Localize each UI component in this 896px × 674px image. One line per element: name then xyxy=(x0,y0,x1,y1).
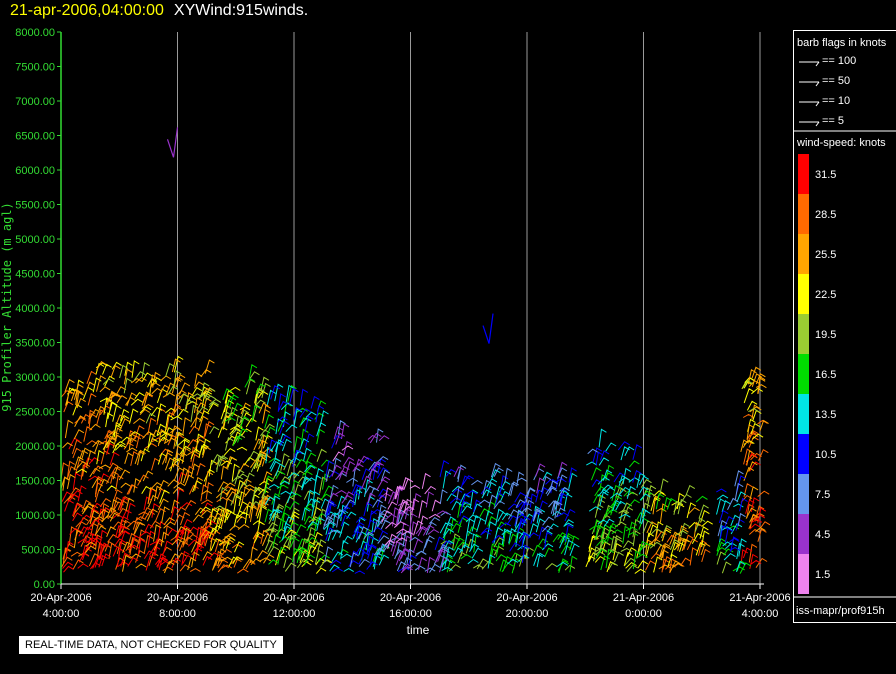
barb-legend-label: == 100 xyxy=(822,55,856,67)
x-tick-date: 20-Apr-2006 xyxy=(496,592,557,604)
color-swatch xyxy=(798,354,809,394)
color-swatch xyxy=(798,514,809,554)
y-tick-label: 6500.00 xyxy=(15,131,55,143)
barb-group xyxy=(268,385,748,575)
color-label: 31.5 xyxy=(815,169,836,181)
y-tick-label: 5500.00 xyxy=(15,200,55,212)
x-tick-date: 20-Apr-2006 xyxy=(380,592,441,604)
title-product: XYWind:915winds. xyxy=(173,2,309,19)
legend: barb flags in knots == 100 == 50 == 10 == 5… xyxy=(793,30,896,623)
x-tick-time: 4:00:00 xyxy=(742,608,779,620)
color-swatch xyxy=(798,394,809,434)
title-datetime: 21-apr-2006,04:00:00 xyxy=(10,2,164,19)
y-tick-label: 2000.00 xyxy=(15,441,55,453)
x-tick-time: 12:00:00 xyxy=(273,608,316,620)
x-tick-time: 20:00:00 xyxy=(506,608,549,620)
barb-sample-flag xyxy=(815,121,820,127)
color-swatch xyxy=(798,314,809,354)
y-tick-label: 3000.00 xyxy=(15,372,55,384)
x-tick-date: 20-Apr-2006 xyxy=(147,592,208,604)
color-label: 10.5 xyxy=(815,449,836,461)
color-legend: 31.5 28.5 25.5 22.5 19.5 16.5 13.5 10.5 7.5 4.5 1.… xyxy=(798,154,836,594)
color-swatch xyxy=(798,154,809,194)
barb-legend-label: == 10 xyxy=(822,95,850,107)
x-tick-time: 4:00:00 xyxy=(43,608,80,620)
color-swatch xyxy=(798,474,809,514)
color-label: 13.5 xyxy=(815,409,836,421)
color-label: 16.5 xyxy=(815,369,836,381)
y-tick-label: 3500.00 xyxy=(15,338,55,350)
x-tick-time: 16:00:00 xyxy=(389,608,432,620)
x-tick-time: 8:00:00 xyxy=(159,608,196,620)
color-swatch xyxy=(798,234,809,274)
barb-legend: == 100 == 50 == 10 == 5 xyxy=(799,55,856,127)
x-tick-date: 21-Apr-2006 xyxy=(613,592,674,604)
barb-group xyxy=(328,423,568,574)
y-tick-label: 4000.00 xyxy=(15,303,55,315)
wind-barbs xyxy=(60,127,771,575)
barb-sample-flag xyxy=(815,61,820,67)
y-tick-label: 5000.00 xyxy=(15,234,55,246)
y-tick-label: 2500.00 xyxy=(15,407,55,419)
outlier-barb xyxy=(166,127,179,158)
x-axis-label: time xyxy=(407,623,430,637)
color-swatch xyxy=(798,274,809,314)
barb-sample-flag xyxy=(815,81,820,87)
x-tick-time: 0:00:00 xyxy=(625,608,662,620)
color-label: 7.5 xyxy=(815,489,830,501)
color-label: 4.5 xyxy=(815,529,830,541)
color-swatch xyxy=(798,434,809,474)
y-tick-label: 500.00 xyxy=(21,545,55,557)
barb-sample-flag xyxy=(815,101,820,107)
vertical-grid xyxy=(177,32,761,584)
y-tick-label: 0.00 xyxy=(34,579,55,591)
y-tick-label: 4500.00 xyxy=(15,269,55,281)
x-axis: 20-Apr-2006 4:00:00 20-Apr-2006 8:00:00 20-A… xyxy=(30,583,791,620)
color-swatch xyxy=(798,554,809,594)
y-tick-label: 7500.00 xyxy=(15,62,55,74)
y-tick-label: 6000.00 xyxy=(15,165,55,177)
color-label: 19.5 xyxy=(815,329,836,341)
speed-legend-title: wind-speed: knots xyxy=(796,137,886,149)
color-swatch xyxy=(798,194,809,234)
barb-group xyxy=(222,364,752,574)
barb-group xyxy=(332,445,441,550)
color-label: 22.5 xyxy=(815,289,836,301)
outlier-barb xyxy=(482,313,494,344)
y-axis-label: 915 Profiler Altitude (m agl) xyxy=(0,202,14,412)
barb-group xyxy=(60,370,771,574)
y-tick-label: 8000.00 xyxy=(15,27,55,39)
x-tick-date: 21-Apr-2006 xyxy=(729,592,790,604)
data-source: iss-mapr/prof915h xyxy=(796,605,885,617)
barb-legend-label: == 5 xyxy=(822,115,844,127)
barb-group xyxy=(102,361,759,574)
quality-note: REAL-TIME DATA, NOT CHECKED FOR QUALITY xyxy=(19,636,283,654)
barb-legend-title: barb flags in knots xyxy=(797,37,887,49)
chart-title: 21-apr-2006,04:00:00 XYWind:915winds. xyxy=(10,2,308,20)
y-axis: 0.00 500.00 1000.00 1500.00 2000.00 2500.00 30… xyxy=(15,27,62,591)
barb-group xyxy=(61,437,767,573)
x-tick-date: 20-Apr-2006 xyxy=(30,592,91,604)
color-label: 1.5 xyxy=(815,569,830,581)
y-tick-label: 1000.00 xyxy=(15,510,55,522)
y-tick-label: 7000.00 xyxy=(15,96,55,108)
x-tick-date: 20-Apr-2006 xyxy=(263,592,324,604)
color-label: 25.5 xyxy=(815,249,836,261)
color-label: 28.5 xyxy=(815,209,836,221)
y-tick-label: 1500.00 xyxy=(15,476,55,488)
barb-legend-label: == 50 xyxy=(822,75,850,87)
